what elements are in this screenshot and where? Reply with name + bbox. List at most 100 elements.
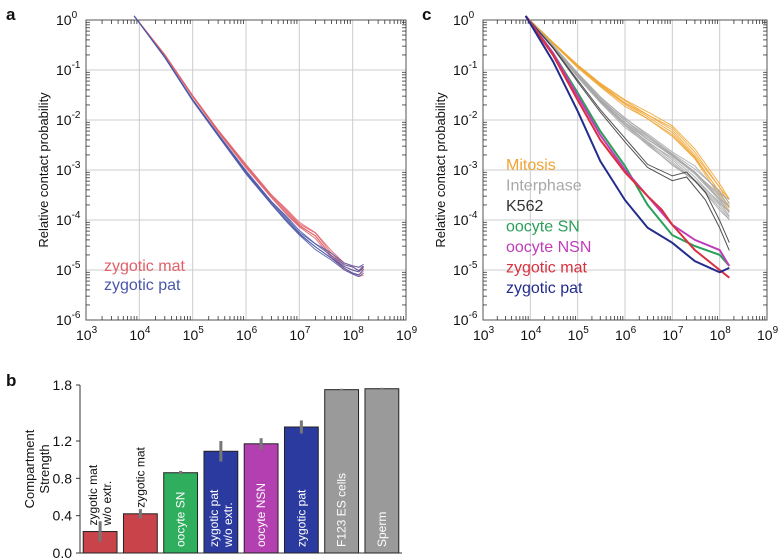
legend-entry: zygotic pat [104, 277, 181, 294]
y-tick-label: 10-4 [453, 210, 478, 228]
y-tick-exponent: -3 [469, 160, 478, 171]
panel-c-chart: 103 104 105 106 107 108 109 10-6 10-5 10-4 10-3 10-… [433, 10, 778, 343]
x-tick-exponent: 5 [583, 325, 589, 336]
y-tick-label: 100 [453, 10, 475, 28]
x-tick-label: 104 [129, 325, 151, 343]
series-line-zygotic-pat [133, 15, 364, 273]
y-tick-label: 10-3 [56, 160, 81, 178]
bar-label: zygotic pat [207, 489, 221, 547]
x-tick-label: 103 [473, 325, 495, 343]
y-tick-label: 10-1 [453, 60, 478, 78]
y-tick-exponent: -5 [469, 260, 478, 271]
y-tick-exponent: -2 [72, 110, 81, 121]
y-tick-exponent: -2 [469, 110, 478, 121]
panel-b-chart: 0.0 0.4 0.8 1.2 1.8 Compartment Strength zygoti… [22, 377, 402, 558]
x-tick-label: 106 [236, 325, 258, 343]
legend-entry: oocyte NSN [506, 239, 591, 256]
x-tick-label: 105 [568, 325, 590, 343]
y-tick-label: 10-2 [56, 110, 81, 128]
bar-label: zygotic mat [133, 446, 147, 507]
x-tick-label: 109 [757, 325, 778, 343]
y-axis-label: Relative contact probability [36, 92, 51, 248]
x-tick-exponent: 6 [252, 325, 258, 336]
bar [243, 443, 279, 554]
y-tick-exponent: -4 [72, 210, 81, 221]
bar-label: oocyte NSN [254, 483, 268, 547]
y-axis-label: Compartment [22, 429, 37, 508]
y-tick-label: 10-6 [453, 310, 478, 328]
x-tick-label: 104 [520, 325, 542, 343]
series-line-zygotic-mat [133, 15, 364, 272]
series-line-zygotic-mat [133, 15, 364, 276]
y-tick-label: 10-4 [56, 210, 81, 228]
x-tick-exponent: 3 [489, 325, 495, 336]
x-tick-label: 108 [343, 325, 365, 343]
series-line-k562 [525, 15, 730, 251]
y-tick-label: 10-5 [56, 260, 81, 278]
x-tick-exponent: 6 [631, 325, 637, 336]
y-tick-exponent: -1 [469, 60, 478, 71]
bar-label: F123 ES cells [335, 473, 349, 547]
series-line-zygotic-pat [133, 15, 364, 268]
y-tick-exponent: -6 [72, 310, 81, 321]
y-tick-exponent: -6 [469, 310, 478, 321]
x-tick-label: 103 [76, 325, 98, 343]
x-tick-label: 108 [710, 325, 732, 343]
bar [364, 388, 400, 554]
x-tick-label: 107 [662, 325, 684, 343]
y-tick-label: 0.8 [53, 470, 73, 486]
bar [283, 426, 319, 554]
y-tick-label: 100 [56, 10, 78, 28]
x-tick-exponent: 8 [358, 325, 364, 336]
x-tick-exponent: 3 [92, 325, 98, 336]
legend-entry: Mitosis [506, 157, 556, 174]
bar [122, 513, 158, 554]
y-tick-label: 1.8 [53, 377, 73, 393]
panel-c-letter: c [422, 5, 431, 24]
x-tick-exponent: 7 [305, 325, 311, 336]
y-tick-label: 10-6 [56, 310, 81, 328]
x-tick-label: 105 [183, 325, 205, 343]
y-tick-label: 10-3 [453, 160, 478, 178]
x-tick-label: 106 [615, 325, 637, 343]
y-tick-label: 0.4 [53, 508, 73, 524]
panel-b-letter: b [6, 371, 16, 390]
series-line-zygotic-pat [133, 15, 364, 278]
y-tick-label: 0.0 [53, 545, 73, 558]
legend-entry: Interphase [506, 178, 582, 195]
y-tick-exponent: 0 [72, 10, 78, 21]
bar-label: zygotic pat [294, 489, 308, 547]
x-tick-exponent: 5 [198, 325, 204, 336]
panel-a-letter: a [6, 5, 16, 24]
bar-label: oocyte SN [174, 492, 188, 547]
legend-entry: oocyte SN [506, 219, 580, 236]
legend-entry: zygotic pat [506, 280, 583, 297]
x-tick-exponent: 9 [773, 325, 778, 336]
bar [163, 472, 199, 554]
y-tick-label: 10-2 [453, 110, 478, 128]
y-tick-label: 1.2 [53, 433, 73, 449]
y-tick-label: 10-5 [453, 260, 478, 278]
series-line-zygotic-mat [133, 15, 364, 268]
y-tick-label: 10-1 [56, 60, 81, 78]
series-line-zygotic-mat [524, 15, 730, 279]
bar [324, 389, 360, 554]
y-tick-exponent: -4 [469, 210, 478, 221]
x-tick-label: 107 [289, 325, 311, 343]
x-tick-exponent: 4 [145, 325, 151, 336]
y-axis-label: Relative contact probability [433, 92, 448, 248]
y-tick-exponent: -3 [72, 160, 81, 171]
y-tick-exponent: 0 [469, 10, 475, 21]
bar-label: w/o extr. [100, 481, 114, 527]
x-tick-exponent: 9 [412, 325, 418, 336]
x-tick-label: 109 [396, 325, 418, 343]
plot-frame [482, 19, 768, 321]
panel-a-chart: 103 104 105 106 107 108 109 10-6 10-5 10-4 10-3 10-… [36, 10, 418, 343]
bar-label: w/o extr. [221, 502, 235, 548]
bar-label: zygotic mat [86, 464, 100, 525]
series-line-zygotic-pat [133, 15, 364, 276]
series-line-interphase [525, 15, 730, 200]
y-tick-exponent: -5 [72, 260, 81, 271]
series-line-zygotic-mat [133, 15, 364, 273]
